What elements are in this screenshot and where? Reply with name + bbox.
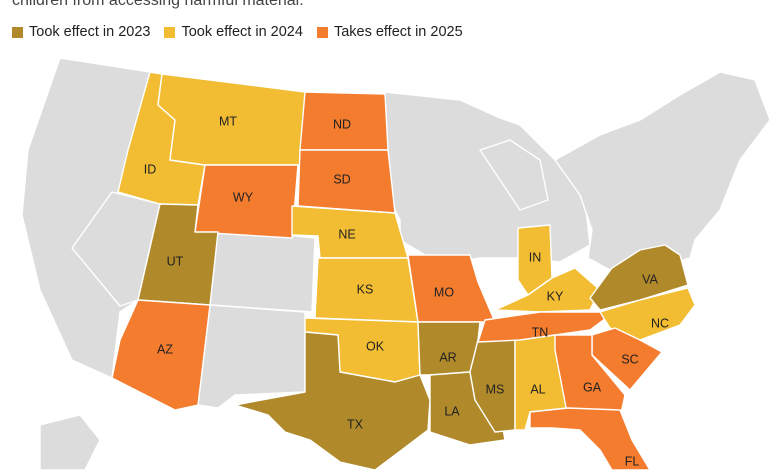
legend-swatch-2023 bbox=[12, 26, 23, 38]
state-WY[interactable] bbox=[194, 164, 299, 239]
state-TN[interactable] bbox=[477, 311, 611, 343]
label-AL: AL bbox=[530, 382, 545, 396]
new-mexico-land bbox=[197, 304, 306, 409]
label-AR: AR bbox=[439, 350, 456, 364]
legend-label-2025: Takes effect in 2025 bbox=[333, 24, 463, 40]
northeast-land bbox=[554, 71, 771, 271]
label-ND: ND bbox=[333, 117, 351, 131]
state-GA[interactable] bbox=[554, 334, 626, 419]
label-AZ: AZ bbox=[157, 342, 173, 356]
label-LA: LA bbox=[444, 404, 460, 418]
label-FL: FL bbox=[625, 454, 640, 468]
label-NE: NE bbox=[338, 227, 355, 241]
label-IN: IN bbox=[529, 250, 542, 264]
legend-item-2025: Takes effect in 2025 bbox=[316, 24, 463, 40]
state-VA[interactable] bbox=[589, 244, 689, 311]
legend-item-2024: Took effect in 2024 bbox=[164, 24, 303, 40]
map-caption: children from accessing harmful material… bbox=[12, 0, 304, 9]
state-FL[interactable] bbox=[529, 407, 651, 470]
label-KS: KS bbox=[357, 282, 374, 296]
legend-swatch-2024 bbox=[164, 26, 176, 38]
state-TX[interactable] bbox=[234, 331, 431, 470]
label-KY: KY bbox=[547, 289, 564, 303]
label-UT: UT bbox=[167, 254, 184, 268]
label-TN: TN bbox=[532, 325, 549, 339]
legend-swatch-2025 bbox=[316, 26, 328, 38]
legend-label-2024: Took effect in 2024 bbox=[181, 24, 303, 40]
label-MO: MO bbox=[434, 285, 454, 299]
label-GA: GA bbox=[583, 380, 602, 394]
label-SC: SC bbox=[621, 352, 638, 366]
label-OK: OK bbox=[366, 339, 385, 353]
legend-label-2023: Took effect in 2023 bbox=[29, 24, 151, 40]
legend-item-2023: Took effect in 2023 bbox=[12, 24, 150, 40]
base-land bbox=[21, 57, 771, 470]
state-AZ[interactable] bbox=[111, 299, 211, 411]
legend: Took effect in 2023 Took effect in 2024 … bbox=[12, 24, 463, 40]
upper-midwest-land bbox=[384, 91, 591, 263]
alaska-land bbox=[39, 414, 101, 470]
colorado-land bbox=[209, 227, 316, 313]
label-WY: WY bbox=[233, 190, 254, 204]
label-TX: TX bbox=[347, 417, 364, 431]
label-MT: MT bbox=[219, 114, 237, 128]
label-MS: MS bbox=[486, 382, 505, 396]
label-ID: ID bbox=[144, 162, 157, 176]
label-VA: VA bbox=[642, 272, 658, 286]
label-SD: SD bbox=[333, 172, 350, 186]
states-with-laws bbox=[111, 71, 696, 470]
state-labels: ID MT WY ND SD NE UT AZ KS OK TX MO AR L… bbox=[144, 114, 669, 468]
great-lakes-land bbox=[479, 139, 549, 211]
label-NC: NC bbox=[651, 316, 669, 330]
